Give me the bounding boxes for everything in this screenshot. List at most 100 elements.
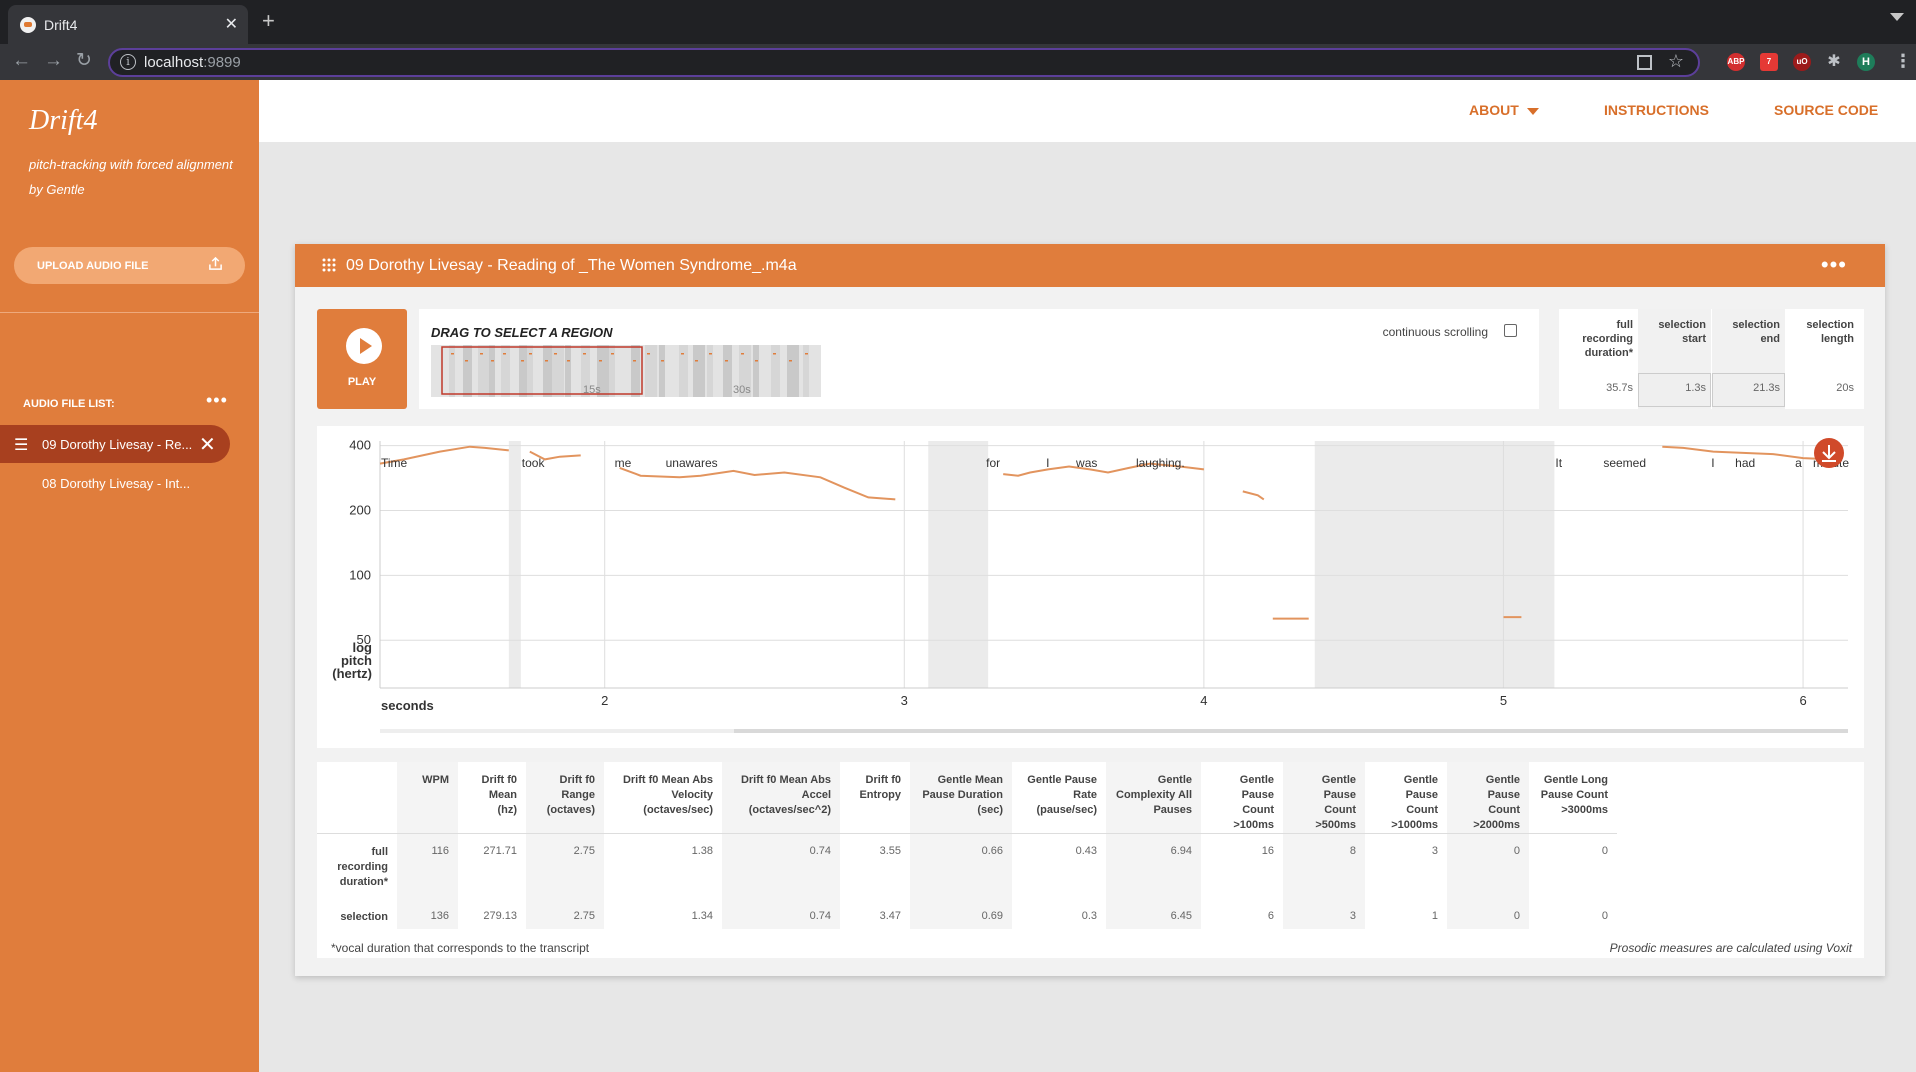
stats-header: Drift f0 Mean Abs Velocity (octaves/sec) (604, 762, 722, 834)
panel-header: 09 Dorothy Livesay - Reading of _The Wom… (295, 244, 1885, 287)
tab-search-icon[interactable] (1890, 13, 1904, 21)
row-label: full recording duration* (337, 846, 388, 888)
file-name: 09 Dorothy Livesay - Re... (42, 437, 193, 452)
qr-code-icon[interactable] (1637, 55, 1652, 70)
browser-tab[interactable]: Drift4 ✕ (8, 5, 248, 44)
column-header: selection start (1658, 319, 1706, 345)
play-button[interactable]: PLAY (317, 309, 407, 409)
word-label: was (1075, 456, 1097, 470)
overview-bar (489, 345, 495, 397)
selection-end-value[interactable]: 21.3s (1753, 382, 1780, 394)
table-cell: 1.34 (691, 909, 713, 922)
overview-bar (707, 345, 713, 397)
favicon-icon (20, 17, 36, 33)
overview-bar (552, 345, 564, 397)
forward-icon[interactable]: → (44, 50, 63, 71)
address-bar[interactable]: i localhost:9899 ☆ (108, 48, 1700, 77)
overview-bar (771, 345, 780, 397)
table-cell: 279.13 (483, 909, 517, 922)
word-label: I (1046, 456, 1049, 470)
chart-scrollbar[interactable] (734, 729, 1848, 733)
stats-header: Drift f0 Range (octaves) (526, 762, 604, 834)
overview-pitch-mark (725, 360, 728, 362)
selection-window[interactable] (441, 346, 643, 395)
stats-header: WPM (397, 762, 458, 834)
sidebar: Drift4 pitch-tracking with forced alignm… (0, 80, 259, 1072)
overview-bar (527, 345, 533, 397)
overview-bar (597, 345, 609, 397)
overview-pitch-mark (521, 360, 524, 362)
x-tick-label: 2 (601, 693, 608, 708)
reload-icon[interactable]: ↻ (76, 50, 92, 71)
selection-end-column: selection end 21.3s (1712, 309, 1785, 409)
overview-bar (609, 345, 615, 397)
overview-bar (631, 345, 640, 397)
audio-file-list-label: AUDIO FILE LIST: (23, 398, 115, 410)
overview-bar (581, 345, 590, 397)
file-list-item[interactable]: 08 Dorothy Livesay - Int... (42, 476, 191, 491)
column-header: full recording duration* (1582, 319, 1633, 359)
selection-length-value: 20s (1836, 382, 1854, 394)
row-label: selection (340, 910, 388, 923)
stats-header: Gentle Pause Count >2000ms (1447, 762, 1529, 834)
table-cell: 0.3 (1081, 909, 1097, 922)
x-tick-label: 6 (1799, 693, 1806, 708)
nav-source-code[interactable]: SOURCE CODE (1774, 102, 1879, 118)
overview-pitch-mark (491, 360, 494, 362)
upload-audio-button[interactable]: UPLOAD AUDIO FILE (14, 247, 245, 284)
table-cell: 3 (1349, 909, 1356, 922)
overview-pitch-mark (773, 353, 776, 355)
new-tab-icon[interactable]: + (262, 8, 275, 33)
profile-avatar[interactable]: H (1857, 53, 1875, 71)
grip-icon[interactable] (322, 257, 336, 273)
table-cell: 116 (431, 845, 449, 857)
overview-pitch-mark (529, 353, 532, 355)
tab-title: Drift4 (44, 17, 78, 33)
transcript-footnote: *vocal duration that corresponds to the … (331, 941, 590, 955)
nav-instructions[interactable]: INSTRUCTIONS (1604, 102, 1709, 118)
stats-header: Gentle Complexity All Pauses (1106, 762, 1201, 834)
overview-pitch-mark (480, 353, 483, 355)
overview-bar (723, 345, 732, 397)
ublock-extension-icon[interactable]: uO (1793, 53, 1811, 71)
duration-table: full recording duration* 35.7s selection… (1559, 309, 1864, 409)
x-axis-label: seconds (381, 698, 434, 713)
bookmark-star-icon[interactable]: ☆ (1667, 51, 1684, 71)
stats-header: Drift f0 Mean (hz) (458, 762, 526, 834)
nav-about[interactable]: ABOUT (1469, 102, 1539, 118)
adblock-extension-icon[interactable]: ABP (1727, 53, 1745, 71)
selection-start-value[interactable]: 1.3s (1685, 382, 1706, 394)
stats-header: Gentle Pause Count >500ms (1283, 762, 1365, 834)
drag-handle-icon[interactable]: ☰ (14, 437, 29, 454)
table-row: full recording duration* 116 271.71 2.75… (317, 834, 1617, 899)
remove-file-icon[interactable]: ✕ (199, 434, 216, 456)
region-selector: DRAG TO SELECT A REGION continuous scrol… (419, 309, 1539, 409)
table-cell: 0.74 (809, 845, 831, 857)
tab-close-icon[interactable]: ✕ (224, 16, 238, 33)
overview-pitch-mark (545, 360, 548, 362)
overview-bar (449, 345, 455, 397)
panel-more-icon[interactable]: ••• (1820, 252, 1847, 277)
table-cell: 0.43 (1075, 845, 1097, 857)
extension-badge-icon[interactable]: 7 (1760, 53, 1778, 71)
table-row: selection 136 279.13 2.75 1.34 0.74 3.47… (317, 899, 1617, 929)
overview-pitch-mark (465, 360, 468, 362)
extensions-puzzle-icon[interactable]: ✱ (1827, 53, 1841, 70)
site-info-icon[interactable]: i (120, 54, 136, 70)
overview-pitch-mark (709, 353, 712, 355)
overview-pitch-mark (599, 360, 602, 362)
file-list-more-icon[interactable]: ••• (206, 390, 228, 410)
table-cell: 271.71 (483, 845, 517, 857)
pitch-series-line (1662, 445, 1834, 461)
overview-waveform[interactable]: 15s 30s (431, 345, 821, 397)
browser-menu-icon[interactable]: ⋮ (1894, 51, 1912, 71)
back-icon[interactable]: ← (12, 50, 31, 71)
overview-pitch-mark (611, 353, 614, 355)
file-list-item-active[interactable]: ☰ 09 Dorothy Livesay - Re... ✕ (0, 425, 230, 463)
pitch-chart: 50 100 200 400 2 3 4 5 6 log pitch (hertz) seconds Ti… (317, 426, 1864, 748)
continuous-scrolling-checkbox[interactable] (1504, 324, 1517, 337)
column-header: selection end (1732, 319, 1780, 345)
overview-pitch-mark (567, 360, 570, 362)
full-duration-column: full recording duration* 35.7s (1565, 309, 1638, 409)
